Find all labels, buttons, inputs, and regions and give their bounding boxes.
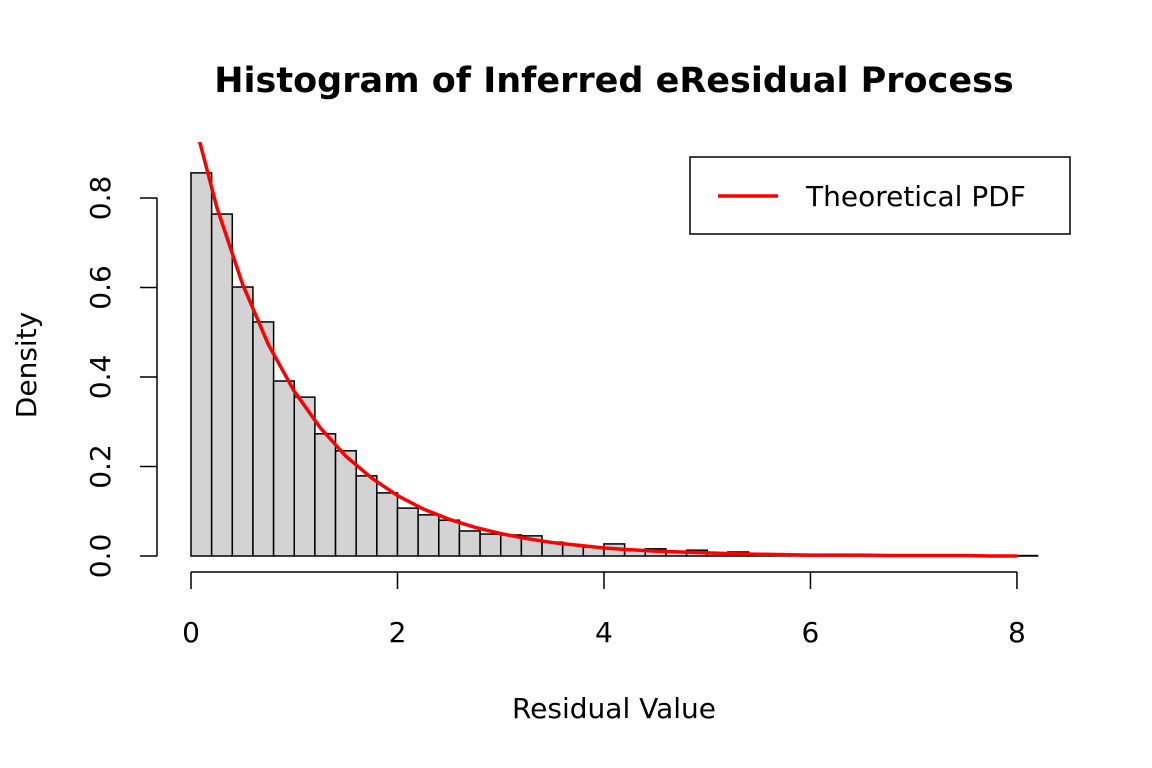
y-tick-label: 0.8 xyxy=(84,176,117,221)
histogram-bar xyxy=(210,213,234,557)
histogram-bar xyxy=(396,507,419,557)
x-axis-label: Residual Value xyxy=(512,692,716,725)
y-tick-label: 0.2 xyxy=(84,444,117,489)
histogram-bar xyxy=(438,519,461,557)
x-tick-label: 4 xyxy=(595,616,613,649)
histogram-bar xyxy=(479,533,502,557)
x-tick-label: 0 xyxy=(182,616,200,649)
histogram-bar xyxy=(293,396,316,557)
curve-layer xyxy=(197,142,1017,558)
histogram-bar xyxy=(417,514,440,557)
y-tick-label: 0.4 xyxy=(84,355,117,400)
y-tick-label: 0.0 xyxy=(84,534,117,579)
histogram-bar xyxy=(190,172,213,557)
histogram-bar xyxy=(314,433,337,557)
chart-title: Histogram of Inferred eResidual Process xyxy=(214,61,1013,101)
histogram-bar xyxy=(252,321,275,557)
histogram-bar xyxy=(231,286,254,557)
x-tick-label: 2 xyxy=(389,616,407,649)
histogram-bar xyxy=(376,492,399,557)
axes: 0 2 4 6 8 0.0 0.2 0.4 0.6 0.8 xyxy=(84,176,1026,649)
histogram-bar xyxy=(355,475,378,557)
x-tick-label: 8 xyxy=(1008,616,1026,649)
pdf-curve xyxy=(197,142,1017,558)
histogram-bar xyxy=(272,380,295,557)
y-tick-label: 0.6 xyxy=(84,265,117,310)
legend-label: Theoretical PDF xyxy=(805,180,1026,213)
y-axis-label: Density xyxy=(10,312,43,418)
bars xyxy=(190,172,1039,557)
histogram-bar xyxy=(458,530,481,557)
histogram-bar xyxy=(334,450,357,557)
legend: Theoretical PDF xyxy=(689,156,1071,235)
x-tick-label: 6 xyxy=(802,616,820,649)
